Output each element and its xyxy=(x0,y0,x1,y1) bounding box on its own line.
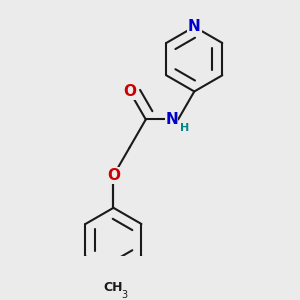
Text: N: N xyxy=(165,112,178,127)
Text: O: O xyxy=(107,168,120,183)
Text: 3: 3 xyxy=(121,290,127,300)
Text: H: H xyxy=(179,123,189,133)
Text: O: O xyxy=(123,84,136,99)
Text: N: N xyxy=(188,19,201,34)
Text: CH: CH xyxy=(104,281,123,295)
